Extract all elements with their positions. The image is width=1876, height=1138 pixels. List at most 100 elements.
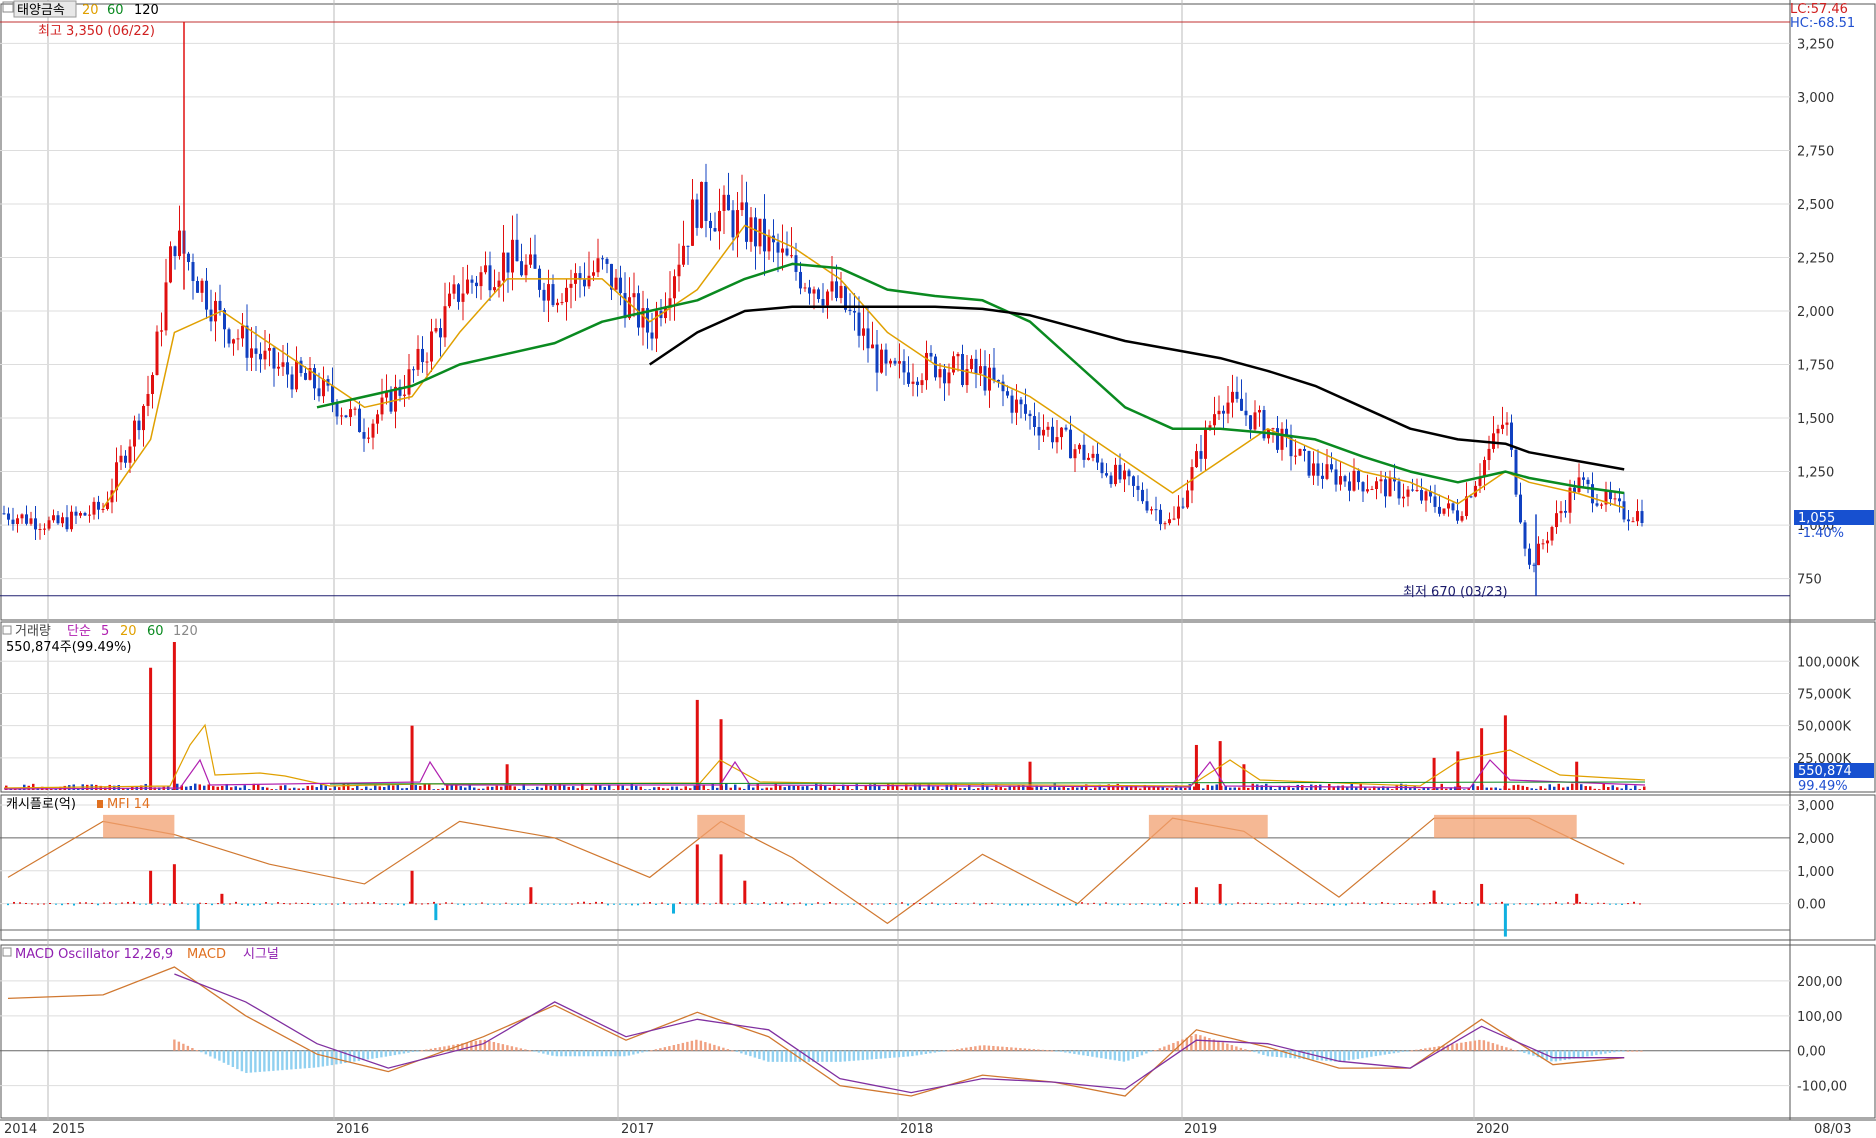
macd-oscillator-bar <box>569 1050 572 1057</box>
cashflow-bar <box>1033 903 1035 905</box>
cashflow-bar <box>913 903 915 905</box>
volume-spike-bar <box>1480 728 1484 790</box>
candle-body <box>1100 462 1104 474</box>
volume-bar <box>1386 786 1389 790</box>
cashflow-bar <box>847 903 849 905</box>
macd-oscillator-bar <box>1329 1050 1333 1062</box>
volume-mode: 단순 <box>67 624 91 639</box>
cashflow-tick-label: 2,000 <box>1797 832 1834 847</box>
cashflow-bar <box>1207 903 1209 905</box>
candle-body <box>650 332 654 339</box>
x-label-2018: 2018 <box>900 1122 933 1137</box>
panel-toggle-icon[interactable] <box>2 625 12 635</box>
stock-name-box[interactable] <box>13 0 77 18</box>
panel-toggle-icon[interactable] <box>2 947 12 957</box>
volume-bar <box>1044 788 1047 790</box>
volume-bar <box>275 789 278 790</box>
volume-bar <box>216 786 219 790</box>
volume-spike-bar <box>1456 751 1460 790</box>
cashflow-bar <box>325 903 327 905</box>
volume-bar <box>500 786 503 790</box>
volume-bar <box>1170 788 1173 790</box>
candle-body <box>416 348 420 370</box>
candle-body <box>583 279 586 287</box>
mfi-overbought-fill <box>1148 814 1268 838</box>
volume-bar <box>558 783 561 790</box>
cashflow-bar <box>1303 903 1305 905</box>
cashflow-bar <box>763 902 765 904</box>
candle-body <box>799 271 802 289</box>
candle-body <box>1298 448 1302 456</box>
volume-spike-bar <box>695 699 699 790</box>
candle-body <box>1510 422 1513 450</box>
cashflow-bar <box>1057 903 1059 906</box>
high-annotation: 최고 3,350 (06/22) <box>38 24 155 39</box>
candle-body <box>1208 425 1212 428</box>
macd-oscillator-bar <box>1068 1050 1072 1054</box>
axes: 3,250 3,000 2,750 2,500 2,250 2,000 1,750 1,500… <box>1797 37 1860 1094</box>
volume-ma-60 <box>329 781 1646 785</box>
panel-toggle-icon[interactable] <box>2 1 14 13</box>
candle-body <box>1519 494 1522 523</box>
cashflow-bar <box>943 903 945 905</box>
candle-body <box>556 302 559 306</box>
candle-body <box>7 513 10 520</box>
candle-body <box>1046 426 1050 430</box>
candle-body <box>151 375 154 394</box>
candle-body <box>848 309 852 312</box>
macd-oscillator-bar <box>731 1050 734 1052</box>
volume-bar <box>306 785 309 790</box>
macd-oscillator-bar <box>1338 1050 1342 1062</box>
candle-body <box>1438 506 1441 514</box>
cashflow-bar <box>829 902 831 904</box>
macd-oscillator-bar <box>1406 1050 1409 1052</box>
cashflow-bar <box>109 902 111 904</box>
volume-bar <box>1157 786 1160 790</box>
macd-oscillator-bar <box>875 1050 878 1060</box>
macd-oscillator-bar <box>884 1050 887 1059</box>
cashflow-bar <box>547 903 549 905</box>
macd-oscillator-bar <box>1617 1050 1621 1052</box>
candle-body <box>754 217 757 247</box>
volume-bar <box>869 784 872 790</box>
candle-body <box>1546 540 1549 544</box>
macd-oscillator-bar <box>1622 1050 1625 1052</box>
volume-bar <box>734 784 737 790</box>
macd-oscillator-bar <box>1185 1037 1189 1051</box>
candle-body <box>1181 506 1185 508</box>
candle-body <box>1294 455 1297 457</box>
volume-bar <box>270 788 273 790</box>
cashflow-bar <box>7 903 9 906</box>
macd-oscillator-bar <box>1064 1050 1067 1053</box>
cashflow-bar <box>1465 903 1467 905</box>
volume-bar <box>333 786 336 790</box>
candle-body <box>371 423 375 438</box>
macd-oscillator-bar <box>704 1042 707 1051</box>
cashflow-bar <box>61 903 63 906</box>
macd-oscillator-bar <box>1424 1048 1427 1051</box>
cashflow-bar <box>589 903 591 905</box>
volume-bar <box>1643 786 1646 790</box>
macd-oscillator-bar <box>1532 1050 1535 1056</box>
candle-body <box>596 258 600 273</box>
price-tick-label: 1,750 <box>1797 359 1834 374</box>
cashflow-bar <box>1159 903 1161 906</box>
macd-oscillator-bar <box>254 1050 257 1073</box>
volume-bar <box>1400 783 1403 790</box>
cashflow-bar <box>175 902 177 904</box>
macd-oscillator-bar <box>1127 1050 1130 1061</box>
cashflow-bar <box>955 902 957 904</box>
candle-body <box>1478 477 1482 486</box>
volume-bar <box>815 783 818 790</box>
macd-oscillator-bar <box>497 1043 500 1051</box>
volume-bar <box>698 784 701 790</box>
candle-body <box>245 325 249 358</box>
volume-bar <box>50 788 53 790</box>
volume-bar <box>1094 787 1097 790</box>
candle-body <box>335 402 339 417</box>
cashflow-bar <box>733 903 735 905</box>
cashflow-bar <box>487 903 489 905</box>
volume-bar <box>1130 785 1133 790</box>
macd-oscillator-bar <box>263 1050 266 1072</box>
volume-bar <box>311 785 314 790</box>
